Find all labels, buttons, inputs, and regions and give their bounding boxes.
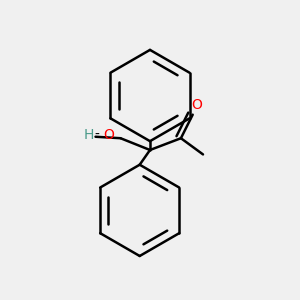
Text: H: H (84, 128, 94, 142)
Text: O: O (103, 128, 114, 142)
Text: -: - (94, 128, 99, 142)
Text: O: O (192, 98, 203, 112)
